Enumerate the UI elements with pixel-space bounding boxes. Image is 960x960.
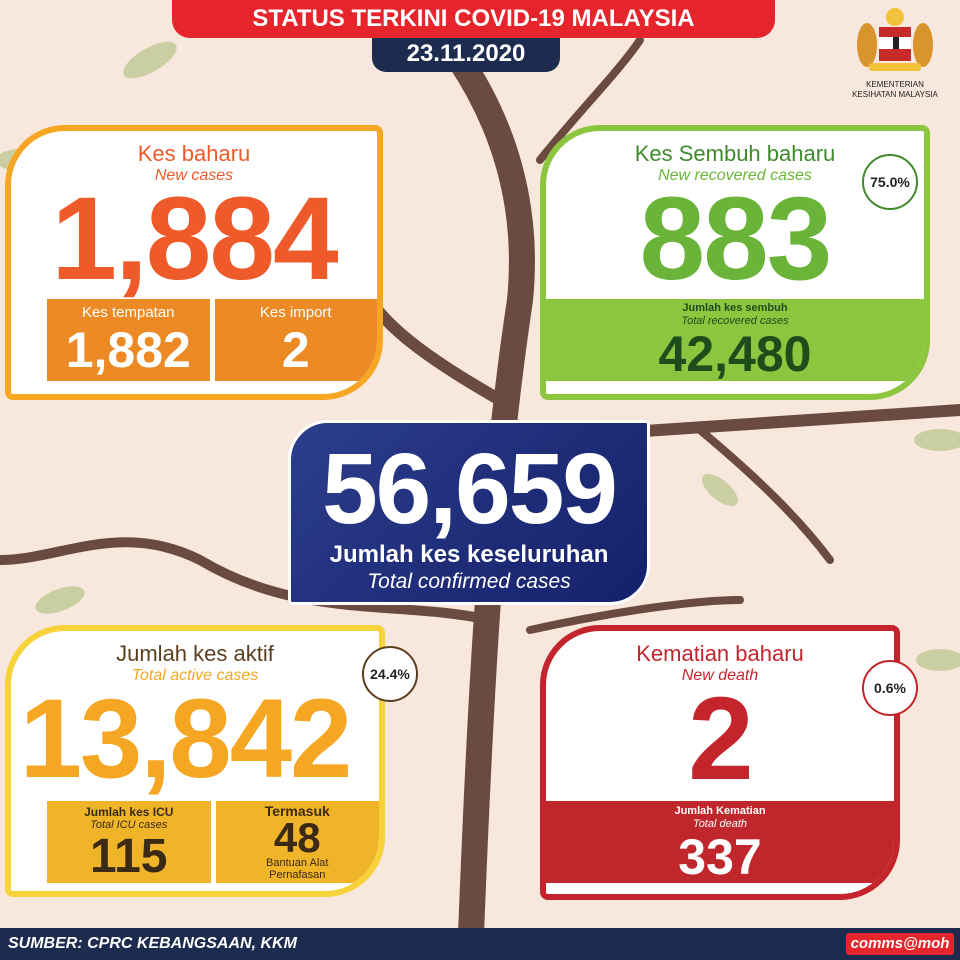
icu-label: Jumlah kes ICU xyxy=(84,805,174,819)
total-recovered-value: 42,480 xyxy=(658,326,812,382)
total-recovered: Jumlah kes sembuh Total recovered cases … xyxy=(546,299,924,381)
import-cases: Kes import 2 xyxy=(214,299,377,381)
coat-of-arms-icon xyxy=(857,8,933,71)
total-death-value: 337 xyxy=(678,829,762,885)
total-death-label-en: Total death xyxy=(692,818,748,830)
death-label: Kematian baharu xyxy=(636,641,804,666)
death-percent-badge: 0.6% xyxy=(862,660,918,716)
footer: SUMBER: CPRC KEBANGSAAN, KKM comms@moh xyxy=(0,928,960,960)
total-cases-label-en: Total confirmed cases xyxy=(367,570,571,593)
icu-cases: Jumlah kes ICU Total ICU cases 115 xyxy=(47,801,211,883)
comms-handle: comms@moh xyxy=(846,933,954,955)
ventilator-cases: Termasuk 48 Bantuan Alat Pernafasan xyxy=(215,801,379,883)
total-death-label: Jumlah Kematian xyxy=(674,805,766,817)
report-date: 23.11.2020 xyxy=(372,38,560,72)
local-cases: Kes tempatan 1,882 xyxy=(47,299,210,381)
recovered-label: Kes Sembuh baharu xyxy=(634,141,836,166)
total-cases-value: 56,659 xyxy=(322,433,618,545)
total-recovered-label-en: Total recovered cases xyxy=(681,315,789,327)
new-cases-value: 1,884 xyxy=(51,173,338,305)
icu-label-en: Total ICU cases xyxy=(90,819,168,831)
active-percent-badge: 24.4% xyxy=(362,646,418,702)
ventilator-value: 48 xyxy=(273,814,321,861)
new-cases-label-en: New cases xyxy=(154,167,234,184)
total-cases-label: Jumlah kes keseluruhan xyxy=(329,541,609,568)
new-cases-card: Kes baharu New cases 1,884 Kes tempatan … xyxy=(5,125,383,400)
active-label-en: Total active cases xyxy=(131,667,259,684)
active-value: 13,842 xyxy=(19,676,353,801)
import-cases-value: 2 xyxy=(281,322,310,378)
local-cases-value: 1,882 xyxy=(65,322,191,378)
import-cases-label: Kes import xyxy=(259,304,332,321)
total-recovered-label: Jumlah kes sembuh xyxy=(682,302,788,314)
ventilator-suffix-2: Pernafasan xyxy=(269,869,326,881)
new-cases-label: Kes baharu xyxy=(137,141,251,166)
active-label: Jumlah kes aktif xyxy=(116,641,274,666)
recovered-percent-badge: 75.0% xyxy=(862,154,918,210)
local-cases-label: Kes tempatan xyxy=(81,304,175,321)
ventilator-prefix: Termasuk xyxy=(264,803,330,819)
page-title: STATUS TERKINI COVID-19 MALAYSIA xyxy=(172,0,775,38)
death-card: Kematian baharu New death 2 Jumlah Kemat… xyxy=(540,625,900,900)
total-cases-card: 56,659 Jumlah kes keseluruhan Total conf… xyxy=(288,420,650,605)
ventilator-suffix-1: Bantuan Alat xyxy=(266,857,329,869)
death-label-en: New death xyxy=(681,667,759,684)
recovered-value: 883 xyxy=(639,173,833,305)
active-cases-card: Jumlah kes aktif Total active cases 13,8… xyxy=(5,625,385,897)
icu-value: 115 xyxy=(90,830,168,883)
recovered-label-en: New recovered cases xyxy=(658,167,812,184)
death-value: 2 xyxy=(688,673,754,805)
ministry-logo: KEMENTERIAN KESIHATAN MALAYSIA xyxy=(845,5,945,100)
total-death: Jumlah Kematian Total death 337 xyxy=(546,801,894,883)
source-text: SUMBER: CPRC KEBANGSAAN, KKM xyxy=(8,935,297,952)
ministry-name: KEMENTERIAN KESIHATAN MALAYSIA xyxy=(852,80,938,99)
